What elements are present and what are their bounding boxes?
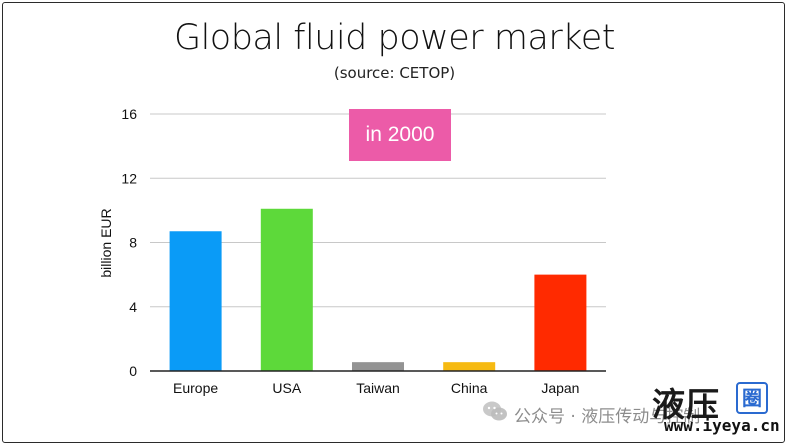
wechat-icon <box>483 401 507 421</box>
bar-japan <box>534 274 587 371</box>
y-tick-label: 0 <box>129 363 137 379</box>
bar-europe <box>169 231 222 371</box>
y-tick-labels: 0 4 8 12 16 <box>121 106 137 379</box>
chart-title: Global fluid power market <box>173 18 616 58</box>
x-tick-label-china: China <box>451 380 488 396</box>
watermark-url: www.iyeya.cn <box>664 416 780 435</box>
bar-taiwan <box>352 362 404 371</box>
chart-subtitle: (source: CETOP) <box>333 64 456 82</box>
watermark: 公众号 · 液压传动与控制 液压 圈 www.iyeya.cn <box>480 380 780 440</box>
y-axis-label: billion EUR <box>98 208 114 277</box>
watermark-brand-box: 圈 <box>736 382 768 414</box>
watermark-brand: 液压 <box>652 385 720 424</box>
x-tick-label-japan: Japan <box>541 380 579 396</box>
y-tick-label: 16 <box>121 106 137 122</box>
x-tick-label-europe: Europe <box>173 380 218 396</box>
bar-usa <box>260 208 313 371</box>
bar-china <box>443 362 496 371</box>
year-annotation-badge: in 2000 <box>349 109 451 161</box>
x-tick-labels: Europe USA Taiwan China Japan <box>173 380 579 396</box>
y-tick-label: 12 <box>121 170 137 186</box>
watermark-account: 公众号 · 液压传动与控制 <box>514 407 701 427</box>
x-tick-label-usa: USA <box>272 380 301 396</box>
y-tick-label: 4 <box>129 299 137 315</box>
bars <box>169 208 587 371</box>
x-tick-label-taiwan: Taiwan <box>356 380 400 396</box>
y-tick-label: 8 <box>129 235 137 251</box>
